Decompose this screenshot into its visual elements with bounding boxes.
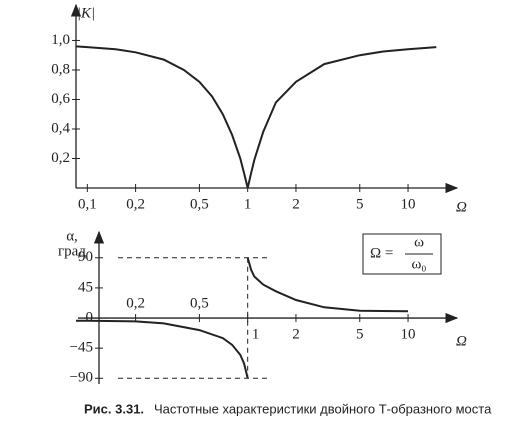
y-axis-label: град	[58, 243, 86, 259]
y-tick-label: −45	[70, 340, 93, 356]
y-tick-label: 0,2	[51, 150, 70, 166]
x-tick-label: 2	[292, 326, 300, 342]
caption-label: Рис. 3.31.	[84, 401, 144, 416]
y-tick-label: 45	[78, 279, 93, 295]
x-axis-label: Ω	[456, 333, 467, 349]
curve	[76, 257, 409, 379]
x-tick-label: 5	[356, 326, 364, 342]
caption-text: Частотные характеристики двойного Т-обра…	[154, 401, 492, 416]
y-tick-label: 90	[78, 249, 93, 265]
y-tick-label: 0	[86, 309, 94, 325]
y-tick-label: 0,4	[51, 120, 70, 136]
x-tick-label: 1	[244, 196, 252, 212]
y-tick-label: 0,8	[51, 61, 70, 77]
x-tick-label: 10	[401, 326, 416, 342]
formula-box	[362, 233, 442, 275]
x-tick-label: 0,1	[78, 196, 97, 212]
x-tick-label: 5	[356, 196, 364, 212]
y-tick-label: 0,6	[51, 91, 70, 107]
x-tick-label: 0,2	[126, 295, 145, 311]
x-tick-label: 0,5	[190, 295, 209, 311]
x-tick-label: 2	[292, 196, 300, 212]
x-axis-label: Ω	[456, 199, 467, 215]
y-axis-label: α,	[66, 228, 78, 244]
formula: ω₀	[411, 256, 426, 272]
y-axis-label: |K|	[77, 5, 95, 21]
y-tick-label: −90	[70, 370, 93, 386]
x-tick-label: 1	[252, 326, 260, 342]
formula: ω	[414, 234, 424, 250]
x-tick-label: 0,2	[126, 196, 145, 212]
curve	[75, 45, 437, 189]
formula: Ω =	[370, 245, 393, 261]
x-tick-label: 0,5	[190, 196, 209, 212]
y-tick-label: 1,0	[51, 32, 70, 48]
x-tick-label: 10	[401, 196, 416, 212]
